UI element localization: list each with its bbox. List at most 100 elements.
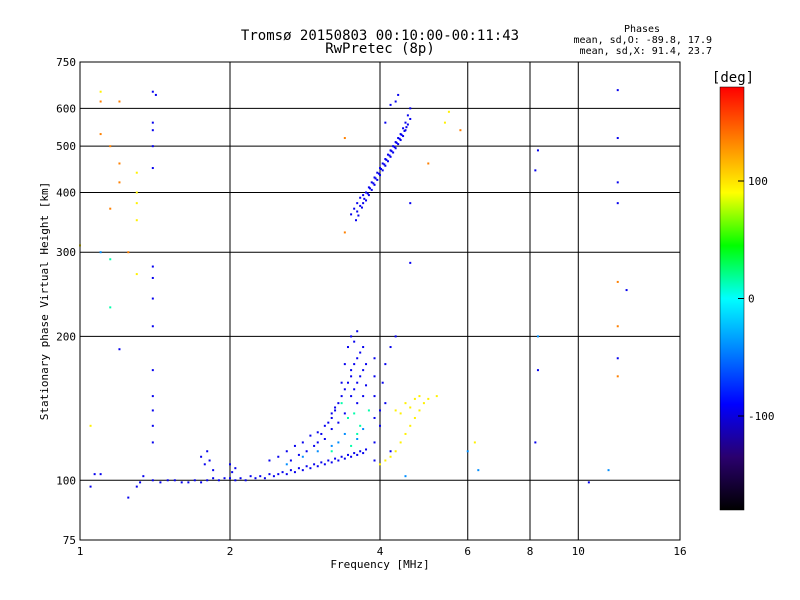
colorbar-tick-label: 0 xyxy=(748,293,755,306)
data-point xyxy=(373,459,376,462)
data-point xyxy=(350,335,353,338)
y-tick-label: 750 xyxy=(56,56,76,69)
data-point xyxy=(362,395,365,398)
data-point xyxy=(330,416,333,419)
data-point xyxy=(203,463,206,466)
data-point xyxy=(118,348,121,351)
data-point xyxy=(151,129,154,132)
data-point xyxy=(118,100,121,103)
data-point xyxy=(459,129,462,132)
data-point xyxy=(379,174,381,177)
x-tick-label: 8 xyxy=(527,545,534,558)
data-point xyxy=(234,479,237,482)
data-point xyxy=(427,162,430,165)
data-point xyxy=(151,479,154,482)
data-point xyxy=(327,421,330,424)
data-point xyxy=(151,395,154,398)
data-point xyxy=(356,432,359,435)
data-point xyxy=(365,191,368,194)
data-point xyxy=(135,219,138,222)
data-point xyxy=(363,197,366,200)
data-point xyxy=(405,126,408,129)
data-point xyxy=(360,206,363,209)
data-point xyxy=(402,135,405,138)
data-point xyxy=(173,479,176,482)
data-point xyxy=(389,455,392,458)
data-point xyxy=(359,196,362,199)
data-point xyxy=(340,455,343,458)
data-point xyxy=(259,475,262,478)
data-point xyxy=(89,424,92,427)
data-point xyxy=(384,402,387,405)
data-point xyxy=(466,450,469,453)
data-point xyxy=(337,421,340,424)
data-point xyxy=(334,409,337,412)
data-point xyxy=(373,176,376,179)
x-tick-label: 2 xyxy=(227,545,234,558)
y-tick-label: 100 xyxy=(56,474,76,487)
y-tick-labels: 75 100 200 300 400 500 600 750 xyxy=(56,56,76,547)
data-point xyxy=(118,181,121,184)
data-point xyxy=(381,169,384,172)
data-point xyxy=(616,325,619,328)
data-point xyxy=(301,469,304,472)
data-point xyxy=(404,432,407,435)
data-point xyxy=(297,467,300,470)
data-point xyxy=(365,199,368,202)
data-point xyxy=(354,219,357,222)
data-point xyxy=(151,121,154,124)
data-point xyxy=(404,402,407,405)
y-tick-label: 75 xyxy=(63,534,76,547)
data-point xyxy=(268,459,271,462)
data-point xyxy=(359,351,362,354)
data-point xyxy=(379,463,381,466)
data-point xyxy=(268,473,271,476)
x-tick-label: 1 xyxy=(77,545,84,558)
data-point xyxy=(353,363,356,366)
data-point xyxy=(118,162,121,165)
data-point xyxy=(305,465,308,468)
data-point xyxy=(357,214,360,217)
data-point xyxy=(334,457,337,460)
phases-o-stats: mean, sd,O: -89.8, 17.9 xyxy=(574,35,712,46)
data-points xyxy=(79,89,628,499)
data-point xyxy=(616,181,619,184)
data-point xyxy=(395,141,398,144)
data-point xyxy=(536,149,539,152)
data-point xyxy=(151,369,154,372)
data-point xyxy=(289,459,292,462)
data-point xyxy=(340,381,343,384)
data-point xyxy=(386,160,389,163)
data-point xyxy=(373,395,376,398)
data-point xyxy=(327,459,330,462)
data-point xyxy=(362,202,365,205)
data-point xyxy=(373,183,376,186)
y-tick-label: 400 xyxy=(56,186,76,199)
data-point xyxy=(337,402,340,405)
data-point xyxy=(418,395,421,398)
data-point xyxy=(346,416,349,419)
y-axis-label: Stationary phase Virtual Height [km] xyxy=(38,182,51,420)
data-point xyxy=(353,412,356,415)
data-point xyxy=(277,455,280,458)
data-point xyxy=(301,441,304,444)
data-point xyxy=(334,406,337,409)
data-point xyxy=(166,479,169,482)
data-point xyxy=(151,409,154,412)
data-point xyxy=(362,452,365,455)
chart-title: Tromsø 20150803 00:10:00-00:11:43 xyxy=(241,28,519,44)
y-tick-label: 300 xyxy=(56,246,76,259)
data-point xyxy=(309,467,312,470)
x-tick-label: 4 xyxy=(377,545,384,558)
data-point xyxy=(607,469,610,472)
data-point xyxy=(365,384,368,387)
data-point xyxy=(398,137,401,140)
data-point xyxy=(365,448,368,451)
data-point xyxy=(376,171,379,174)
data-point xyxy=(359,204,362,207)
data-point xyxy=(135,202,138,205)
data-point xyxy=(151,297,154,300)
data-point xyxy=(390,150,393,153)
data-point xyxy=(151,325,154,328)
data-point xyxy=(404,121,407,124)
